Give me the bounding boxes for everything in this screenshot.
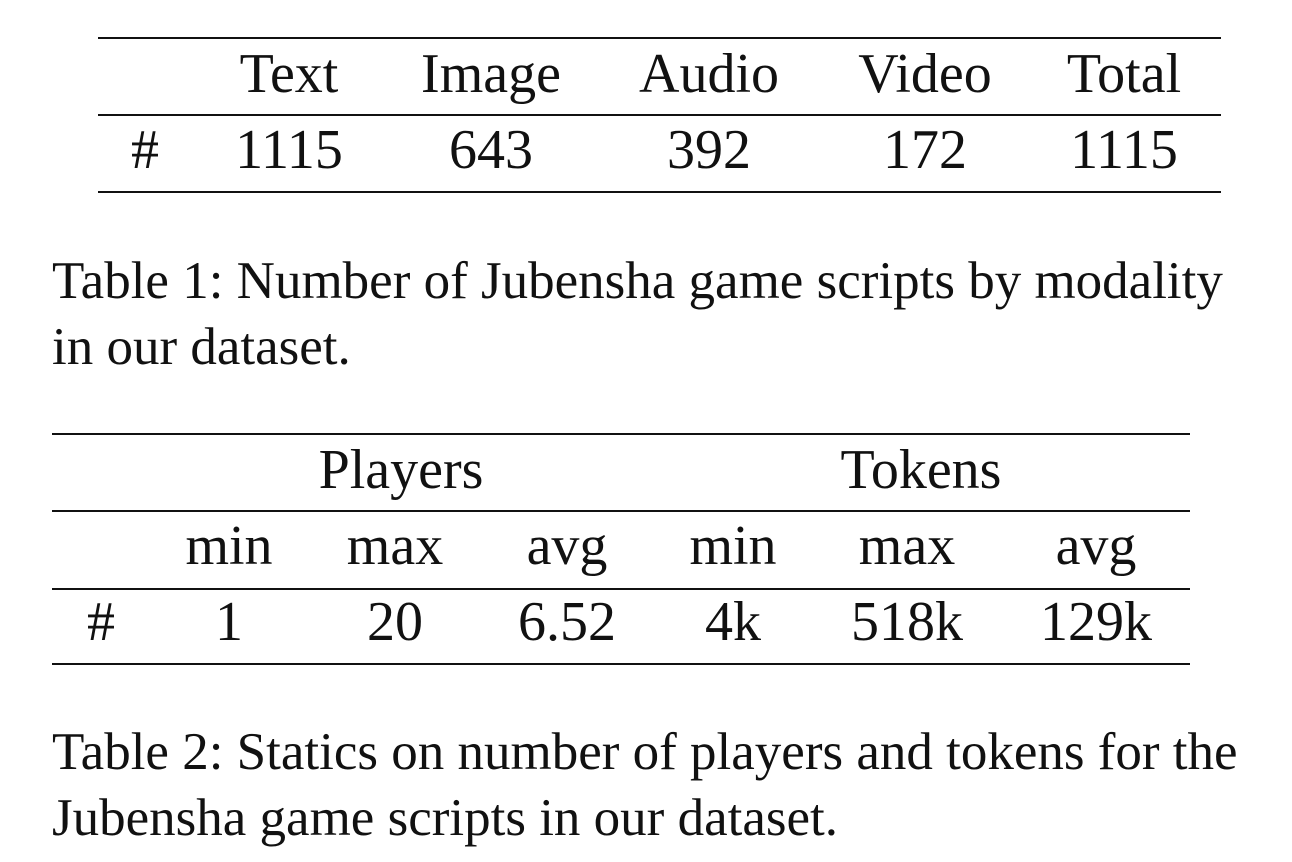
table-2-caption-line-2: Jubensha game scripts in our dataset.: [52, 789, 838, 847]
table-1-row-label: #: [131, 119, 159, 181]
table-1-caption-line-1: Table 1: Number of Jubensha game scripts…: [52, 252, 1223, 310]
table-2-group-rule: [52, 510, 1190, 512]
table-2-cell-players-max: 20: [367, 591, 423, 653]
table-1-caption: Table 1: Number of Jubensha game scripts…: [52, 248, 1277, 380]
table-1-header-text: Text: [239, 43, 339, 105]
table-1-mid-rule: [98, 114, 1221, 116]
table-2-mid-rule: [52, 588, 1190, 590]
table-2-subheader-players-max: max: [346, 515, 444, 577]
table-1-cell-video: 172: [883, 119, 967, 181]
table-2-cell-tokens-max: 518k: [851, 591, 963, 653]
table-2-cell-players-avg: 6.52: [518, 591, 616, 653]
table-2-bottom-rule: [52, 663, 1190, 665]
table-1-header-audio: Audio: [639, 43, 779, 105]
table-1-header-video: Video: [858, 43, 992, 105]
table-2-subheader-tokens-avg: avg: [1055, 515, 1137, 577]
table-2-subheader-tokens-max: max: [858, 515, 956, 577]
table-2-row-label: #: [87, 591, 115, 653]
table-2-group-tokens: Tokens: [840, 439, 1002, 501]
table-2-subheader-players-avg: avg: [526, 515, 608, 577]
table-1-header-image: Image: [421, 43, 561, 105]
table-1-cell-image: 643: [449, 119, 533, 181]
table-1-header-total: Total: [1066, 43, 1182, 105]
table-1-cell-audio: 392: [667, 119, 751, 181]
table-1-cell-total: 1115: [1070, 119, 1178, 181]
table-2-top-rule: [52, 433, 1190, 435]
table-2-cell-players-min: 1: [215, 591, 243, 653]
table-2-subheader-players-min: min: [185, 515, 273, 577]
table-1-top-rule: [98, 37, 1221, 39]
table-2-subheader-tokens-min: min: [689, 515, 777, 577]
table-2-group-players: Players: [318, 439, 484, 501]
table-2-caption-line-1: Table 2: Statics on number of players an…: [52, 723, 1238, 781]
table-1-bottom-rule: [98, 191, 1221, 193]
table-1-cell-text: 1115: [235, 119, 343, 181]
table-2-caption: Table 2: Statics on number of players an…: [52, 719, 1277, 851]
table-1-caption-line-2: in our dataset.: [52, 318, 351, 376]
table-2-cell-tokens-min: 4k: [705, 591, 761, 653]
table-2-cell-tokens-avg: 129k: [1040, 591, 1152, 653]
